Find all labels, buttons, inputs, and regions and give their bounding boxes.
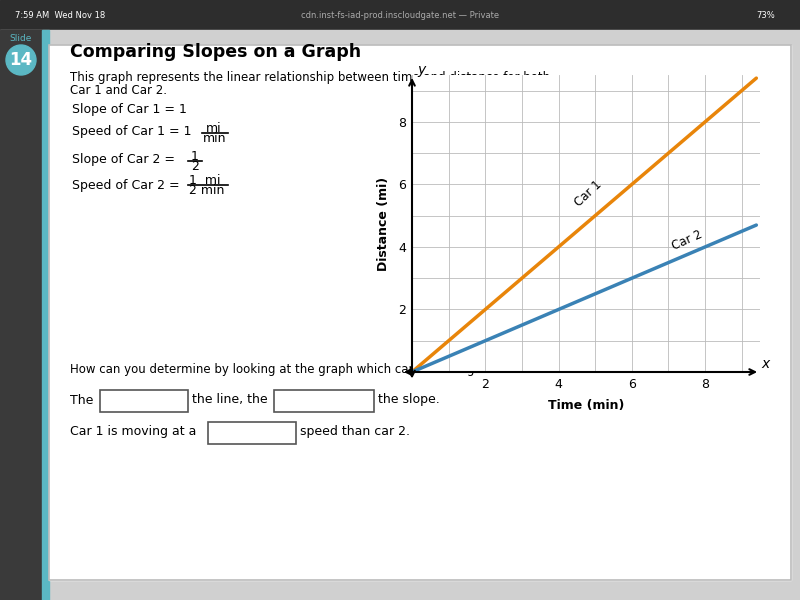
Bar xyxy=(42,30,49,600)
Bar xyxy=(208,422,296,444)
Text: Car 1 is moving at a: Car 1 is moving at a xyxy=(70,425,196,439)
Text: 2: 2 xyxy=(191,160,199,173)
Text: 7:59 AM  Wed Nov 18: 7:59 AM Wed Nov 18 xyxy=(15,11,106,20)
Text: How can you determine by looking at the graph which car is moving at a faster ra: How can you determine by looking at the … xyxy=(70,364,574,377)
Text: Car 1 and Car 2.: Car 1 and Car 2. xyxy=(70,85,167,97)
Bar xyxy=(100,390,188,412)
Circle shape xyxy=(6,45,36,75)
Text: Slide: Slide xyxy=(10,34,32,43)
Bar xyxy=(49,45,791,580)
Text: y: y xyxy=(417,64,426,77)
Text: Speed of Car 1 = 1: Speed of Car 1 = 1 xyxy=(72,125,191,139)
Text: the slope.: the slope. xyxy=(378,394,440,407)
X-axis label: Time (min): Time (min) xyxy=(548,399,624,412)
Text: 1: 1 xyxy=(191,149,199,163)
Y-axis label: Distance (mi): Distance (mi) xyxy=(377,176,390,271)
Bar xyxy=(49,45,791,580)
Text: Slope of Car 2 =: Slope of Car 2 = xyxy=(72,154,179,166)
Bar xyxy=(274,390,374,412)
Text: the line, the: the line, the xyxy=(192,394,268,407)
Text: Slope of Car 1 = 1: Slope of Car 1 = 1 xyxy=(72,103,187,116)
Text: cdn.inst-fs-iad-prod.inscloudgate.net — Private: cdn.inst-fs-iad-prod.inscloudgate.net — … xyxy=(301,11,499,20)
Bar xyxy=(0,0,800,30)
Text: 73%: 73% xyxy=(756,11,775,20)
Text: x: x xyxy=(762,357,770,371)
Text: mi: mi xyxy=(206,121,222,134)
Text: Speed of Car 2 =: Speed of Car 2 = xyxy=(72,179,184,191)
Text: Car 2: Car 2 xyxy=(670,228,704,253)
Text: 14: 14 xyxy=(10,51,33,69)
Text: 2 min: 2 min xyxy=(189,185,224,197)
Text: Car 1: Car 1 xyxy=(572,178,604,209)
Text: min: min xyxy=(203,131,226,145)
Bar xyxy=(0,30,42,600)
Text: Comparing Slopes on a Graph: Comparing Slopes on a Graph xyxy=(70,43,361,61)
Text: 1  mi: 1 mi xyxy=(189,173,221,187)
Text: This graph represents the linear relationship between time and distance for both: This graph represents the linear relatio… xyxy=(70,70,550,83)
Text: The: The xyxy=(70,394,94,407)
Text: speed than car 2.: speed than car 2. xyxy=(300,425,410,439)
